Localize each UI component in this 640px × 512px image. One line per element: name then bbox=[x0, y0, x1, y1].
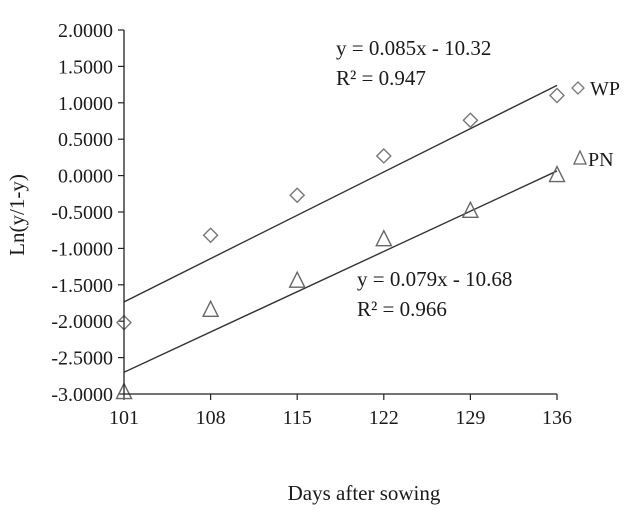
data-points bbox=[115, 87, 566, 400]
y-tick-label: -1.5000 bbox=[51, 275, 113, 297]
y-tick-label: -1.0000 bbox=[51, 238, 113, 260]
legend-pn-label: PN bbox=[588, 149, 614, 171]
x-tick-label: 101 bbox=[109, 407, 139, 429]
y-tick-label: 0.5000 bbox=[58, 129, 113, 151]
point-pn bbox=[375, 229, 393, 247]
legend-wp-diamond-icon bbox=[571, 81, 585, 95]
legend-pn: PN bbox=[572, 149, 614, 171]
legend-wp-label: WP bbox=[590, 78, 620, 100]
x-tick-label: 122 bbox=[369, 407, 399, 429]
point-wp bbox=[202, 227, 219, 244]
x-axis-ticks: 101 108 115 122 129 136 bbox=[109, 394, 572, 429]
y-axis-title: Ln(y/1-y) bbox=[5, 174, 29, 256]
point-pn bbox=[461, 200, 480, 218]
legend-wp: WP bbox=[571, 78, 620, 100]
pn-equation: y = 0.079x - 10.68 bbox=[357, 267, 512, 291]
trendlines bbox=[123, 84, 558, 373]
wp-equation: y = 0.085x - 10.32 bbox=[336, 36, 491, 60]
trendline-pn bbox=[123, 170, 558, 373]
y-tick-label: 0.0000 bbox=[58, 166, 113, 188]
point-wp bbox=[289, 187, 306, 204]
x-axis-title: Days after sowing bbox=[288, 481, 441, 505]
x-tick-label: 108 bbox=[196, 407, 226, 429]
x-tick-label: 136 bbox=[542, 407, 572, 429]
y-tick-label: -2.5000 bbox=[51, 348, 113, 370]
legend-pn-triangle-icon bbox=[572, 149, 588, 165]
point-pn bbox=[201, 299, 220, 317]
x-tick-label: 115 bbox=[283, 407, 312, 429]
trendline-wp bbox=[123, 84, 558, 303]
point-pn bbox=[288, 270, 306, 288]
point-wp bbox=[549, 87, 565, 104]
wp-r-squared: R² = 0.947 bbox=[336, 66, 426, 90]
y-axis-ticks: 2.0000 1.5000 1.0000 0.5000 0.0000 -0.5000 -1.… bbox=[51, 20, 124, 406]
y-tick-label: -2.0000 bbox=[51, 311, 113, 333]
point-pn bbox=[548, 165, 566, 183]
point-pn bbox=[115, 381, 133, 400]
point-wp bbox=[462, 112, 479, 129]
y-tick-label: -3.0000 bbox=[51, 384, 113, 406]
y-tick-label: 1.0000 bbox=[58, 93, 113, 115]
point-wp bbox=[375, 147, 392, 164]
x-tick-label: 129 bbox=[455, 407, 485, 429]
y-tick-label: 2.0000 bbox=[58, 20, 113, 42]
y-tick-label: -0.5000 bbox=[51, 202, 113, 224]
pn-r-squared: R² = 0.966 bbox=[357, 297, 447, 321]
y-tick-label: 1.5000 bbox=[58, 56, 113, 78]
